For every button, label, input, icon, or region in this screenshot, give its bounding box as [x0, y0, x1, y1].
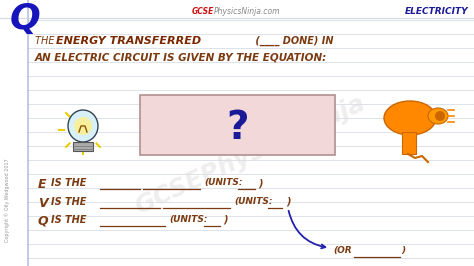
- Text: Q: Q: [38, 215, 49, 228]
- Text: ?: ?: [226, 109, 249, 147]
- Text: (UNITS:: (UNITS:: [204, 178, 243, 187]
- Text: ): ): [223, 215, 228, 225]
- Text: GCSE: GCSE: [191, 7, 214, 16]
- Bar: [402, 132, 416, 154]
- Text: V: V: [38, 197, 47, 210]
- FancyBboxPatch shape: [140, 95, 335, 155]
- Text: IS THE: IS THE: [51, 197, 86, 207]
- Text: (____ DONE) IN: (____ DONE) IN: [252, 36, 334, 46]
- Bar: [73, 142, 93, 151]
- Text: IS THE: IS THE: [51, 178, 86, 188]
- Text: E: E: [38, 178, 46, 191]
- Ellipse shape: [68, 110, 98, 142]
- Text: THE: THE: [35, 36, 58, 46]
- Ellipse shape: [428, 108, 448, 124]
- Ellipse shape: [384, 101, 436, 135]
- Text: GCSEPhysicsNinja: GCSEPhysicsNinja: [131, 91, 369, 219]
- Text: PhysicsNinja.com: PhysicsNinja.com: [214, 7, 281, 16]
- Text: ): ): [286, 197, 291, 207]
- FancyArrowPatch shape: [289, 211, 325, 248]
- Text: (UNITS:: (UNITS:: [234, 197, 273, 206]
- Ellipse shape: [435, 111, 445, 121]
- Text: ELECTRICITY: ELECTRICITY: [404, 7, 468, 16]
- Text: (UNITS:: (UNITS:: [169, 215, 208, 224]
- Text: Q: Q: [10, 2, 41, 36]
- Text: ENERGY TRANSFERRED: ENERGY TRANSFERRED: [56, 36, 201, 46]
- Text: ): ): [258, 178, 263, 188]
- Text: AN ELECTRIC CIRCUIT IS GIVEN BY THE EQUATION:: AN ELECTRIC CIRCUIT IS GIVEN BY THE EQUA…: [35, 52, 327, 62]
- Text: IS THE: IS THE: [51, 215, 86, 225]
- Ellipse shape: [74, 117, 92, 135]
- Text: Copyright © Olly Wedgwood 2017: Copyright © Olly Wedgwood 2017: [4, 158, 10, 242]
- Text: ): ): [401, 246, 405, 255]
- Text: (OR: (OR: [333, 246, 352, 255]
